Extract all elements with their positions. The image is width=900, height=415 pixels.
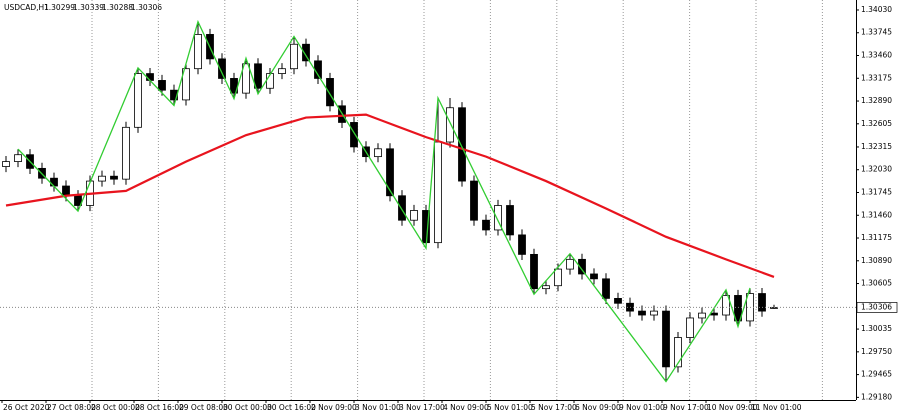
candle-body <box>506 205 514 236</box>
x-tick-label: 5 Nov 17:00 <box>531 403 577 412</box>
candle-body <box>218 58 226 79</box>
x-tick-label: 3 Nov 17:00 <box>399 403 445 412</box>
x-tick-label: 3 Nov 01:00 <box>355 403 401 412</box>
y-tick-label: 1.32315 <box>861 142 892 151</box>
candle-body <box>14 154 22 162</box>
ma-line <box>5 113 775 278</box>
candle-body <box>62 185 70 197</box>
candle-body <box>614 298 622 304</box>
x-tick-label: 30 Oct 00:00 <box>223 403 272 412</box>
zigzag-line <box>17 19 751 383</box>
candle-body <box>194 34 202 70</box>
x-tick-label: 28 Oct 16:00 <box>135 403 184 412</box>
candle-body <box>446 107 454 143</box>
candle-body <box>302 43 310 62</box>
y-tick-label: 1.32605 <box>861 119 892 128</box>
candle-body <box>242 63 250 94</box>
candle-body <box>482 219 490 231</box>
candle-body <box>590 273 598 280</box>
candle-body <box>602 278 610 299</box>
candle-body <box>470 180 478 221</box>
x-tick-label: 29 Oct 08:00 <box>179 403 228 412</box>
x-tick-label: 11 Nov 01:00 <box>751 403 802 412</box>
x-tick-label: 10 Nov 09:00 <box>707 403 758 412</box>
x-tick-label: 30 Oct 16:00 <box>267 403 316 412</box>
y-tick-label: 1.34030 <box>861 5 892 14</box>
y-tick-label: 1.30035 <box>861 324 892 333</box>
candle-body <box>734 295 742 322</box>
candle-body <box>122 126 130 180</box>
candle-body <box>278 68 286 74</box>
y-tick-label: 1.29750 <box>861 347 892 356</box>
y-tick-label: 1.32030 <box>861 165 892 174</box>
header-high: 1.30339 <box>73 3 104 12</box>
candle-body <box>662 310 670 368</box>
x-tick-label: 9 Nov 01:00 <box>619 403 665 412</box>
candle-body <box>290 43 298 70</box>
candle-body <box>638 310 646 316</box>
candle-body <box>650 310 658 316</box>
y-tick-label: 1.31460 <box>861 210 892 219</box>
x-tick-label: 5 Nov 01:00 <box>487 403 533 412</box>
y-tick-label: 1.29465 <box>861 370 892 379</box>
candle-body <box>530 253 538 290</box>
candle-body <box>722 295 730 316</box>
header-open: 1.30299 <box>44 3 75 12</box>
candle-body <box>98 175 106 182</box>
candle-body <box>710 312 718 316</box>
x-tick-label: 26 Oct 2020 <box>3 403 50 412</box>
candle-body <box>578 258 586 275</box>
candle-body <box>758 293 766 312</box>
candle-body <box>410 210 418 221</box>
candle-body <box>566 258 574 270</box>
y-tick-label: 1.29180 <box>861 392 892 401</box>
candle-body <box>542 285 550 290</box>
y-tick-label: 1.33460 <box>861 51 892 60</box>
current-price-box <box>856 302 898 313</box>
y-tick-label: 1.31175 <box>861 233 892 242</box>
candle-body <box>698 312 706 319</box>
candle-body <box>518 234 526 255</box>
candle-body <box>674 337 682 368</box>
candle-body <box>326 78 334 107</box>
candle-body <box>110 175 118 180</box>
y-tick-label: 1.30605 <box>861 279 892 288</box>
candle-body <box>50 177 58 187</box>
candle-body <box>158 80 166 91</box>
candle-body <box>554 268 562 287</box>
header-low: 1.30288 <box>102 3 133 12</box>
y-tick-label: 1.32890 <box>861 96 892 105</box>
y-tick-label: 1.30890 <box>861 256 892 265</box>
header-symbol: USDCAD,H1 <box>4 3 49 12</box>
candle-body <box>254 63 262 89</box>
header-close: 1.30306 <box>131 3 162 12</box>
x-tick-label: 4 Nov 09:00 <box>443 403 489 412</box>
y-tick-label: 1.31745 <box>861 187 892 196</box>
x-tick-label: 6 Nov 09:00 <box>575 403 621 412</box>
candle-body <box>182 68 190 101</box>
x-tick-label: 9 Nov 17:00 <box>663 403 709 412</box>
candle-body <box>686 317 694 338</box>
candle-body <box>398 195 406 221</box>
candle-body <box>386 148 394 197</box>
candle-body <box>2 161 10 167</box>
candle-body <box>374 148 382 158</box>
candle-body <box>458 107 466 182</box>
y-tick-label: 1.33745 <box>861 28 892 37</box>
candle-body <box>350 122 358 148</box>
candle-body <box>134 73 142 128</box>
current-price-label: 1.30306 <box>861 302 892 311</box>
candle-body <box>434 141 442 244</box>
x-tick-label: 28 Oct 00:00 <box>91 403 140 412</box>
x-tick-label: 27 Oct 08:00 <box>47 403 96 412</box>
x-tick-label: 2 Nov 09:00 <box>311 403 357 412</box>
y-tick-label: 1.33175 <box>861 73 892 82</box>
candle-body <box>494 205 502 231</box>
